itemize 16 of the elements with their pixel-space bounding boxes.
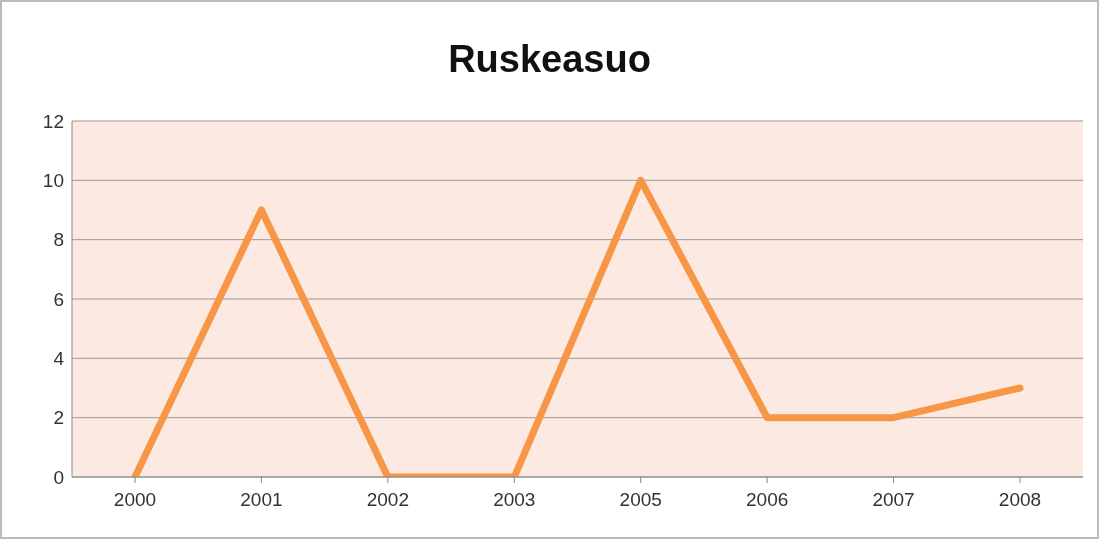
x-tick-label: 2007 <box>872 489 915 511</box>
y-tick-label: 0 <box>53 466 64 488</box>
x-tick-label: 2000 <box>113 489 157 511</box>
x-tick-label: 2001 <box>240 489 283 511</box>
y-tick-label: 12 <box>42 110 64 132</box>
x-tick-label: 2005 <box>619 489 662 511</box>
x-tick-label: 2002 <box>366 489 409 511</box>
chart-title: Ruskeasuo <box>447 38 652 81</box>
x-tick-label: 2006 <box>746 489 789 511</box>
x-tick-label: 2008 <box>998 489 1042 511</box>
y-tick-label: 2 <box>53 407 64 429</box>
x-tick-label: 2003 <box>493 489 536 511</box>
y-tick-label: 10 <box>42 170 64 192</box>
y-tick-label: 4 <box>53 348 65 370</box>
y-tick-label: 8 <box>53 229 64 251</box>
y-tick-label: 6 <box>53 288 64 310</box>
